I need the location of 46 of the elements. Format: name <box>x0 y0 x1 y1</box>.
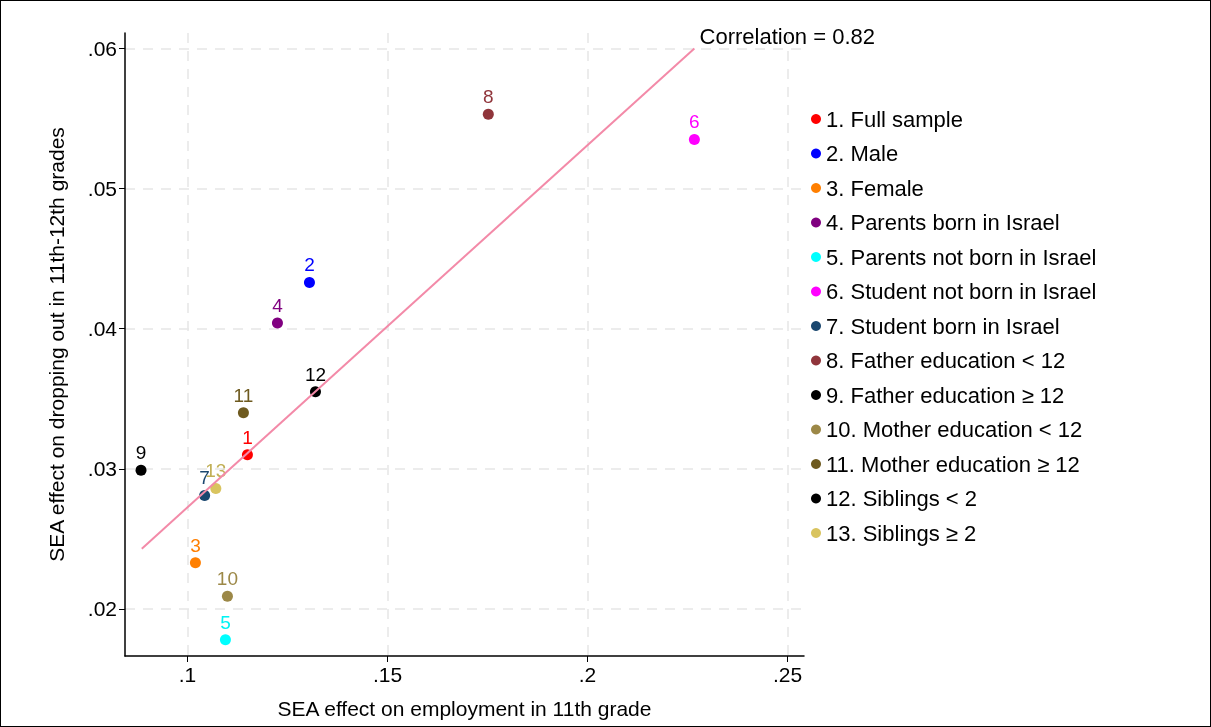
y-axis-title: SEA effect on dropping out in 11th-12th grades <box>45 127 68 562</box>
annotation: 9 <box>135 442 147 464</box>
point <box>135 464 147 476</box>
legend-label: 9. Father education ≥ 12 <box>826 382 1065 408</box>
legend-label: 8. Father education < 12 <box>826 348 1066 373</box>
x-axis-title: SEA effect on employment in 11th grade <box>277 697 652 720</box>
legend-label: 1. Full sample <box>826 106 963 132</box>
point <box>219 634 231 646</box>
annotation: Correlation = 0.82 <box>699 23 875 49</box>
x-tick-label: .2 <box>578 663 597 686</box>
y-tick-label: .02 <box>87 597 117 621</box>
legend-label: 4. Parents born in Israel <box>826 210 1060 235</box>
legend-label: 12. Siblings < 2 <box>826 486 978 511</box>
y-tick-label: .06 <box>87 36 117 60</box>
legend-label: 3. Female <box>826 175 924 201</box>
annotation: 6 <box>689 111 700 133</box>
legend-label: 6. Student not born in Israel <box>826 279 1097 304</box>
point <box>221 590 233 602</box>
legend-label: 2. Male <box>826 141 899 166</box>
point <box>189 557 201 569</box>
point <box>688 134 700 145</box>
x-tick-label: .1 <box>178 663 197 686</box>
x-tick-label: .15 <box>372 663 403 686</box>
point <box>210 482 222 494</box>
legend-label: 5. Parents not born in Israel <box>826 244 1097 270</box>
y-tick-label: .05 <box>87 177 117 201</box>
legend-label: 13. Siblings ≥ 2 <box>826 520 977 546</box>
point <box>303 276 315 288</box>
annotation: 11 <box>233 384 254 406</box>
point <box>271 317 283 329</box>
annotation: 1 <box>242 426 253 448</box>
legend-label: 10. Mother education < 12 <box>826 417 1083 442</box>
legend-label: 11. Mother education ≥ 12 <box>826 451 1080 477</box>
annotation: 2 <box>304 254 315 276</box>
annotation: 8 <box>483 86 494 108</box>
annotation: 3 <box>190 534 201 556</box>
point <box>482 108 494 120</box>
point <box>237 407 249 419</box>
annotation: 5 <box>220 611 231 633</box>
annotation: 12 <box>304 363 327 385</box>
y-tick-label: .04 <box>87 317 118 341</box>
y-tick-label: .03 <box>87 457 117 481</box>
annotation: 10 <box>216 568 238 590</box>
x-tick-label: .25 <box>772 663 803 686</box>
legend-label: 7. Student born in Israel <box>826 313 1060 339</box>
annotation: 4 <box>272 295 284 317</box>
